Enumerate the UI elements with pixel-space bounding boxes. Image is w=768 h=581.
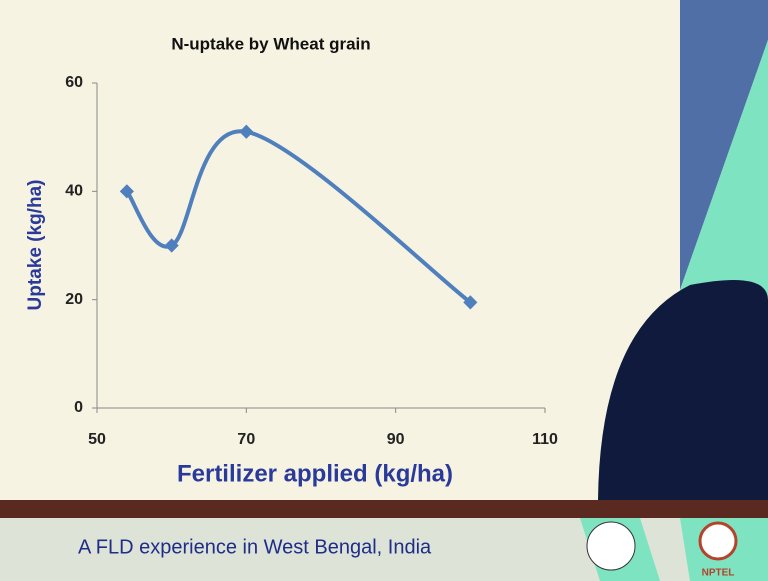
x-tick-label: 90 [387, 431, 405, 448]
x-tick-label: 50 [88, 431, 106, 448]
footer-text: A FLD experience in West Bengal, India [78, 536, 432, 558]
logo-label: NPTEL [702, 568, 735, 579]
y-tick-label: 60 [65, 74, 83, 91]
logo [587, 522, 635, 570]
x-axis-label: Fertilizer applied (kg/ha) [177, 460, 453, 487]
x-tick-label: 110 [532, 431, 558, 448]
chart-title: N-uptake by Wheat grain [171, 34, 370, 53]
y-tick-label: 20 [65, 291, 83, 308]
y-tick-label: 0 [74, 399, 83, 416]
footer-bar [0, 500, 768, 518]
y-axis-label: Uptake (kg/ha) [25, 180, 46, 311]
slide: NPTEL A FLD experience in West Bengal, I… [0, 0, 768, 581]
x-tick-label: 70 [237, 431, 255, 448]
y-tick-label: 40 [65, 183, 83, 200]
logo [700, 523, 736, 559]
